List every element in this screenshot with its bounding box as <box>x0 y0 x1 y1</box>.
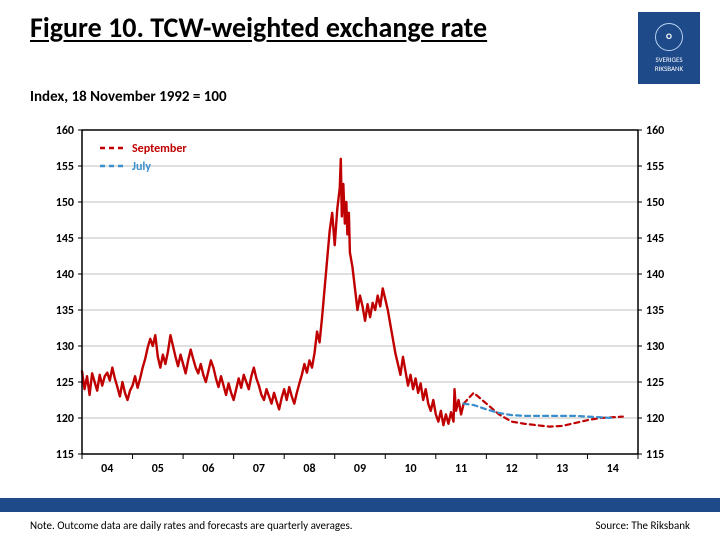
svg-text:115: 115 <box>646 448 664 462</box>
svg-text:135: 135 <box>646 304 664 318</box>
svg-text:160: 160 <box>56 124 74 138</box>
footer-band <box>0 498 720 512</box>
svg-text:06: 06 <box>202 462 214 476</box>
svg-text:135: 135 <box>56 304 74 318</box>
svg-text:11: 11 <box>455 462 467 476</box>
svg-text:September: September <box>132 142 187 156</box>
svg-text:09: 09 <box>354 462 366 476</box>
svg-text:120: 120 <box>646 412 664 426</box>
svg-text:140: 140 <box>646 268 664 282</box>
svg-text:115: 115 <box>56 448 74 462</box>
svg-text:14: 14 <box>607 462 619 476</box>
svg-text:145: 145 <box>646 232 664 246</box>
svg-text:05: 05 <box>152 462 164 476</box>
svg-text:160: 160 <box>646 124 664 138</box>
svg-text:04: 04 <box>101 462 113 476</box>
svg-text:13: 13 <box>556 462 568 476</box>
riksbank-logo: ⚬ SVERIGES RIKSBANK <box>638 12 700 84</box>
logo-text-1: SVERIGES <box>655 55 682 64</box>
chart-svg: 115 115 120 120 125 125 130 130 135 135 140 140 145 1… <box>40 120 680 480</box>
chart-container: 115 115 120 120 125 125 130 130 135 135 140 140 145 1… <box>40 120 680 480</box>
svg-text:08: 08 <box>303 462 315 476</box>
figure-source: Source: The Riksbank <box>596 519 691 532</box>
svg-text:140: 140 <box>56 268 74 282</box>
svg-text:130: 130 <box>56 340 74 354</box>
svg-text:07: 07 <box>253 462 265 476</box>
svg-text:120: 120 <box>56 412 74 426</box>
logo-crown-icon: ⚬ <box>655 23 683 51</box>
figure-subtitle: Index, 18 November 1992 = 100 <box>0 84 720 112</box>
logo-text-2: RIKSBANK <box>655 64 683 73</box>
svg-text:145: 145 <box>56 232 74 246</box>
svg-text:150: 150 <box>56 196 74 210</box>
svg-text:10: 10 <box>404 462 416 476</box>
figure-title: Figure 10. TCW-weighted exchange rate <box>30 12 638 44</box>
svg-text:125: 125 <box>646 376 664 390</box>
svg-text:155: 155 <box>56 160 74 174</box>
svg-text:125: 125 <box>56 376 74 390</box>
svg-text:July: July <box>132 160 151 174</box>
svg-text:12: 12 <box>506 462 518 476</box>
svg-text:130: 130 <box>646 340 664 354</box>
svg-text:155: 155 <box>646 160 664 174</box>
svg-text:150: 150 <box>646 196 664 210</box>
figure-note: Note. Outcome data are daily rates and f… <box>30 519 353 532</box>
